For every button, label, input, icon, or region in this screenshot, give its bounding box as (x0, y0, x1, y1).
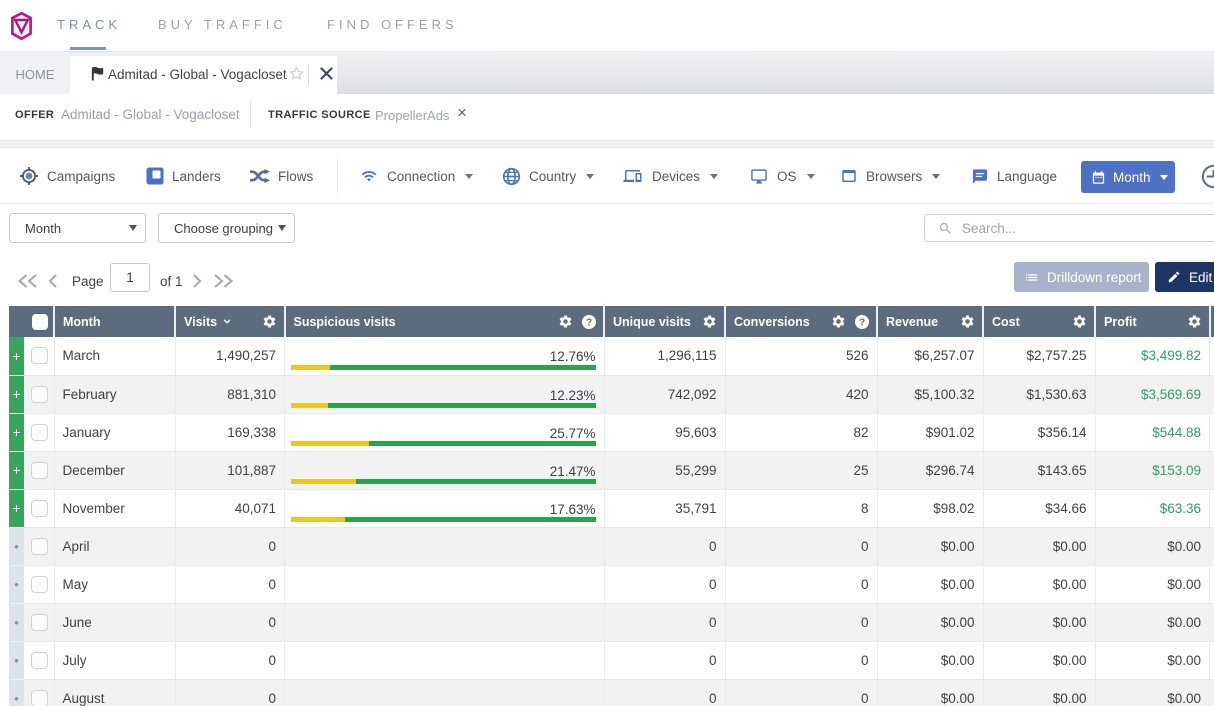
svg-text:?: ? (859, 317, 865, 328)
svg-text:?: ? (586, 317, 592, 328)
